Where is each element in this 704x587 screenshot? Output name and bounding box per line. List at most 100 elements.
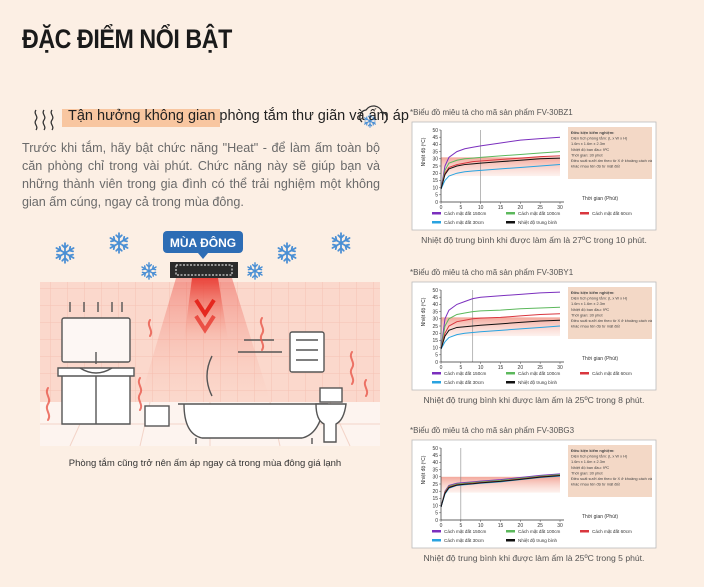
info-line: Nhiệt độ ban đầu: 9ºC (571, 307, 609, 312)
badge-box (163, 231, 243, 253)
y-tick-label: 20 (432, 331, 438, 337)
rail-bars (296, 339, 318, 361)
info-line: Điều kiện kiểm nghiệm: (571, 290, 614, 295)
x-tick-label: 20 (518, 365, 524, 371)
heat-icon (34, 109, 54, 131)
illustration-caption: Phòng tắm cũng trở nên ấm áp ngay cả tro… (69, 458, 341, 469)
snowflake (141, 262, 157, 280)
legend-swatch (432, 212, 441, 215)
x-tick-label: 15 (498, 205, 504, 211)
x-tick-label: 10 (478, 365, 484, 371)
cloud-icon (359, 105, 388, 124)
snowflake (109, 232, 129, 254)
x-tick-label: 25 (537, 205, 543, 211)
wave (42, 109, 46, 131)
legend-swatch (432, 530, 441, 533)
x-tick-label: 30 (557, 523, 563, 529)
heat-wave (349, 351, 355, 385)
snowflake (55, 242, 75, 264)
chart-caption: Nhiệt độ trung bình khi được làm ấm là 2… (424, 553, 645, 563)
y-tick-label: 50 (432, 128, 438, 134)
legend-label: Cách mặt đất 30cm (444, 380, 484, 385)
axes (440, 130, 564, 203)
info-line: khác nhau tên độ từ mặt đất (571, 324, 621, 329)
y-tick-label: 35 (432, 309, 438, 315)
legend-swatch (432, 539, 441, 542)
y-axis-label: Nhiệt độ (ºC) (421, 297, 427, 326)
x-tick-label: 5 (459, 365, 462, 371)
legend-label: Nhiệt độ trung bình (518, 380, 558, 385)
series-line (440, 136, 561, 190)
heat-arrow (194, 298, 216, 318)
info-line: Điều suất sưởi ấm theo từ X ở khoảng các… (571, 318, 653, 323)
shelf (238, 339, 282, 353)
x-tick-label: 30 (557, 365, 563, 371)
y-tick-label: 35 (432, 467, 438, 473)
series-line (440, 157, 561, 190)
x-tick-label: 0 (440, 365, 443, 371)
legend-label: Nhiệt độ trung bình (518, 220, 558, 225)
y-tick-label: 5 (435, 511, 438, 517)
vanity (57, 367, 135, 425)
y-tick-label: 20 (432, 171, 438, 177)
heading-highlight (62, 109, 220, 127)
axes (440, 448, 564, 521)
y-tick-label: 40 (432, 460, 438, 466)
info-line: khác nhau tên độ từ mặt đất (571, 482, 621, 487)
snowflake (277, 242, 297, 264)
wave (50, 109, 54, 131)
heater (170, 262, 238, 278)
y-tick-label: 35 (432, 149, 438, 155)
x-axis-label: Thời gian (Phút) (582, 514, 618, 520)
y-tick-label: 15 (432, 496, 438, 502)
y-tick-label: 40 (432, 142, 438, 148)
y-tick-label: 0 (435, 360, 438, 366)
y-tick-label: 15 (432, 338, 438, 344)
chart-caption: Nhiệt độ trung bình khi được làm ấm là 2… (421, 235, 647, 245)
y-axis-label: Nhiệt độ (ºC) (421, 455, 427, 484)
y-tick-label: 0 (435, 518, 438, 524)
series-line (440, 164, 561, 190)
legend-label: Cách mặt đất 100cm (518, 211, 561, 216)
x-tick-label: 15 (498, 523, 504, 529)
info-line: Nhiệt độ ban đầu: 9ºC (571, 147, 609, 152)
legend-swatch (580, 372, 589, 375)
info-box (568, 287, 652, 339)
x-tick-label: 5 (459, 523, 462, 529)
legend-label: Cách mặt đất 60cm (592, 529, 632, 534)
y-tick-label: 30 (432, 475, 438, 481)
info-line: Điều suất sưởi ấm theo từ X ở khoảng các… (571, 158, 653, 163)
heat-arrow (194, 314, 216, 334)
shaded-range (441, 317, 560, 337)
y-tick-label: 50 (432, 446, 438, 452)
info-line: Thời gian: 30 phút (571, 470, 603, 475)
lamps (69, 302, 123, 312)
page-title: ĐẶC ĐIỂM NỔI BẬT (22, 24, 232, 54)
shaded-range (441, 476, 560, 493)
info-line: Điều kiện kiểm nghiệm: (571, 130, 614, 135)
snowflake (331, 232, 351, 254)
y-tick-label: 30 (432, 157, 438, 163)
info-line: 1.6m x 1.6m x 2.3m (571, 301, 605, 306)
y-tick-label: 25 (432, 324, 438, 330)
y-tick-label: 45 (432, 453, 438, 459)
x-tick-label: 15 (498, 365, 504, 371)
chart: *Biểu đồ miêu tả cho mã sản phẩm FV-30BG… (410, 426, 657, 563)
x-tick-label: 0 (440, 205, 443, 211)
y-tick-label: 25 (432, 164, 438, 170)
x-axis-label: Thời gian (Phút) (582, 356, 618, 362)
legend-swatch (506, 381, 515, 384)
heat-wave (147, 319, 153, 337)
legend-label: Nhiệt độ trung bình (518, 538, 558, 543)
info-line: khác nhau tên độ từ mặt đất (571, 164, 621, 169)
info-line: Điều suất sưởi ấm theo từ X ở khoảng các… (571, 476, 653, 481)
faucet (79, 352, 113, 374)
legend-label: Cách mặt đất 60cm (592, 211, 632, 216)
legend-swatch (506, 221, 515, 224)
info-line: 1.6m x 1.6m x 2.3m (571, 141, 605, 146)
series-line (440, 313, 561, 350)
axes (440, 290, 564, 363)
